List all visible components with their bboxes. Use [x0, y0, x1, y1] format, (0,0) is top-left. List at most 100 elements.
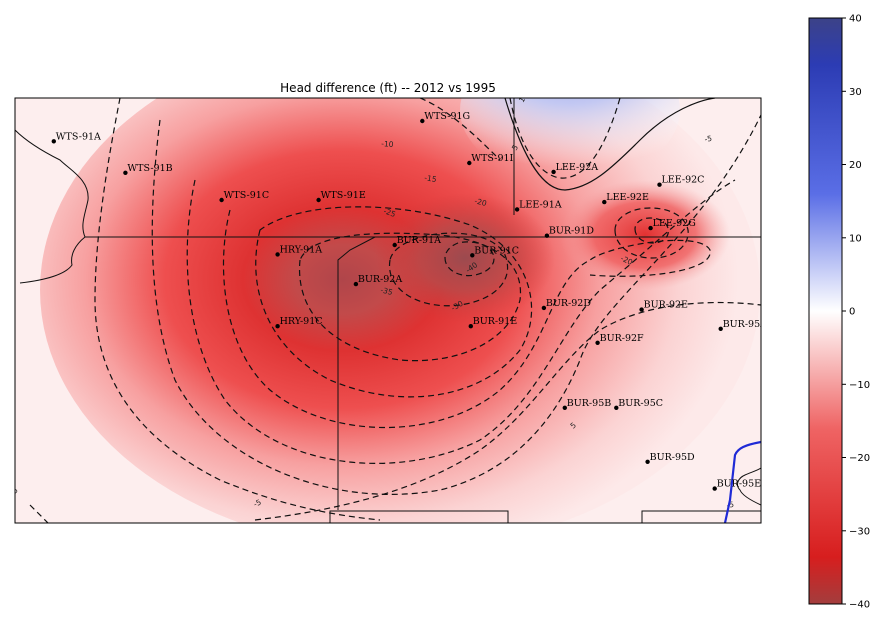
well-label: WTS-91G	[424, 111, 470, 122]
contour-line-zero	[504, 98, 716, 191]
colorbar-tick-label: 20	[849, 160, 862, 171]
well-label: BUR-95A	[723, 319, 767, 330]
contour-label: 5	[510, 143, 520, 152]
contour-label: -35	[379, 285, 393, 297]
well-label: BUR-92E	[644, 300, 688, 311]
contour-line-minus-20-lee	[614, 207, 689, 259]
heatmap-deep-center	[375, 193, 555, 323]
bay-shoreline	[737, 467, 761, 506]
contour-line-minus-5-east	[254, 301, 761, 521]
colorbar-tick-label: 30	[849, 87, 862, 98]
contour-line-minus-25	[255, 206, 533, 398]
well-marker	[392, 242, 397, 248]
well-marker	[316, 197, 321, 203]
contour-label: -10	[381, 139, 394, 149]
well-marker	[645, 459, 650, 464]
contour-line-plus-5-a	[509, 98, 621, 179]
colorbar-gradient	[808, 17, 843, 605]
coastline	[15, 129, 89, 284]
well-marker	[718, 326, 723, 331]
contour-line-minus-40	[444, 241, 495, 277]
colorbar-tick-label: 10	[849, 233, 862, 244]
well-label: BUR-92F	[600, 333, 644, 344]
well-label: HRY-91A	[280, 244, 323, 255]
well-marker	[468, 324, 473, 329]
well-marker	[562, 405, 567, 410]
well-marker	[639, 307, 644, 312]
contour-label: -5	[726, 500, 735, 510]
contour-line-minus-35	[389, 232, 509, 307]
well-marker	[353, 281, 359, 287]
boundary-rect-south-b	[641, 510, 761, 523]
contour-label: 5	[10, 486, 20, 496]
contour-label: -5	[252, 497, 263, 508]
contour-line-minus-5-south	[29, 504, 49, 523]
plot-area: -5 -10 -15 -20 -25 -30 -35 -40 -20 -5 5 …	[10, 91, 767, 523]
contour-line-minus-15	[186, 179, 736, 464]
well-marker	[514, 207, 520, 212]
contour-line-minus-30	[298, 232, 522, 362]
boundary-rect-south-a	[329, 510, 509, 523]
well-label: LEE-91A	[519, 199, 562, 210]
colorbar-tick-label: 0	[849, 307, 855, 318]
well-marker	[551, 169, 556, 175]
contour-label: 5	[569, 420, 579, 430]
well-label: LEE-92C	[662, 175, 705, 186]
well-marker	[648, 225, 653, 231]
contour-label: -20	[473, 196, 487, 208]
well-label: BUR-92D	[546, 298, 591, 309]
well-marker	[275, 252, 280, 257]
colorbar-tick-label: −20	[849, 453, 870, 464]
well-marker	[602, 199, 607, 205]
well-marker	[595, 340, 600, 345]
well-label: BUR-95D	[650, 452, 695, 463]
well-label: BUR-95E	[717, 479, 761, 490]
well-marker	[712, 486, 717, 491]
contour-label: -15	[424, 173, 438, 184]
well-marker	[470, 253, 475, 258]
contour-label: -5	[704, 134, 713, 144]
well-marker	[275, 324, 280, 329]
well-label: BUR-91E	[473, 316, 517, 327]
well-label: BUR-95B	[567, 398, 611, 409]
well-label: BUR-91C	[474, 245, 519, 256]
colorbar-tick-label: −40	[849, 600, 870, 611]
well-marker	[219, 197, 224, 203]
well-label: WTS-91C	[224, 190, 270, 201]
contour-line-minus-5-west	[94, 98, 381, 521]
well-marker	[420, 118, 425, 124]
contour-label: 10	[517, 91, 530, 104]
well-label: WTS-91E	[321, 190, 366, 201]
well-label: LEE-92E	[606, 192, 649, 203]
water-boundary	[723, 440, 761, 523]
contour-line-minus-20	[222, 209, 711, 428]
well-label: WTS-91A	[56, 131, 101, 142]
colorbar-tick-label: 40	[849, 14, 862, 25]
contour-lines	[29, 98, 761, 523]
well-label: LEE-92G	[653, 218, 696, 229]
well-marker	[123, 170, 128, 175]
well-label: BUR-91A	[397, 235, 441, 246]
colorbar-ticks: 40 30 20 10 0 −10 −20 −30 −40	[842, 14, 870, 611]
colorbar-tick-label: −30	[849, 526, 870, 537]
well-marker	[541, 305, 547, 311]
well-label: BUR-92A	[358, 274, 402, 285]
heatmap-lee-depression	[560, 180, 730, 290]
well-marker	[614, 405, 619, 410]
well-marker	[544, 233, 550, 238]
contour-line-minus-10	[151, 114, 761, 495]
well-label: LEE-92A	[556, 162, 599, 173]
contour-label: -25	[382, 206, 397, 219]
well-label: BUR-95C	[618, 398, 663, 409]
map-boundaries	[15, 98, 761, 523]
well-marker	[467, 160, 472, 166]
well-label: WTS-91I	[471, 153, 513, 164]
colorbar: 40 30 20 10 0 −10 −20 −30 −40	[808, 14, 870, 611]
plot-frame	[14, 97, 762, 524]
well-marker	[657, 182, 662, 187]
well-marker	[51, 139, 56, 144]
chart-title: Head difference (ft) -- 2012 vs 1995	[280, 81, 496, 95]
well-label: BUR-91D	[549, 226, 594, 237]
well-label: HRY-91C	[280, 316, 323, 327]
